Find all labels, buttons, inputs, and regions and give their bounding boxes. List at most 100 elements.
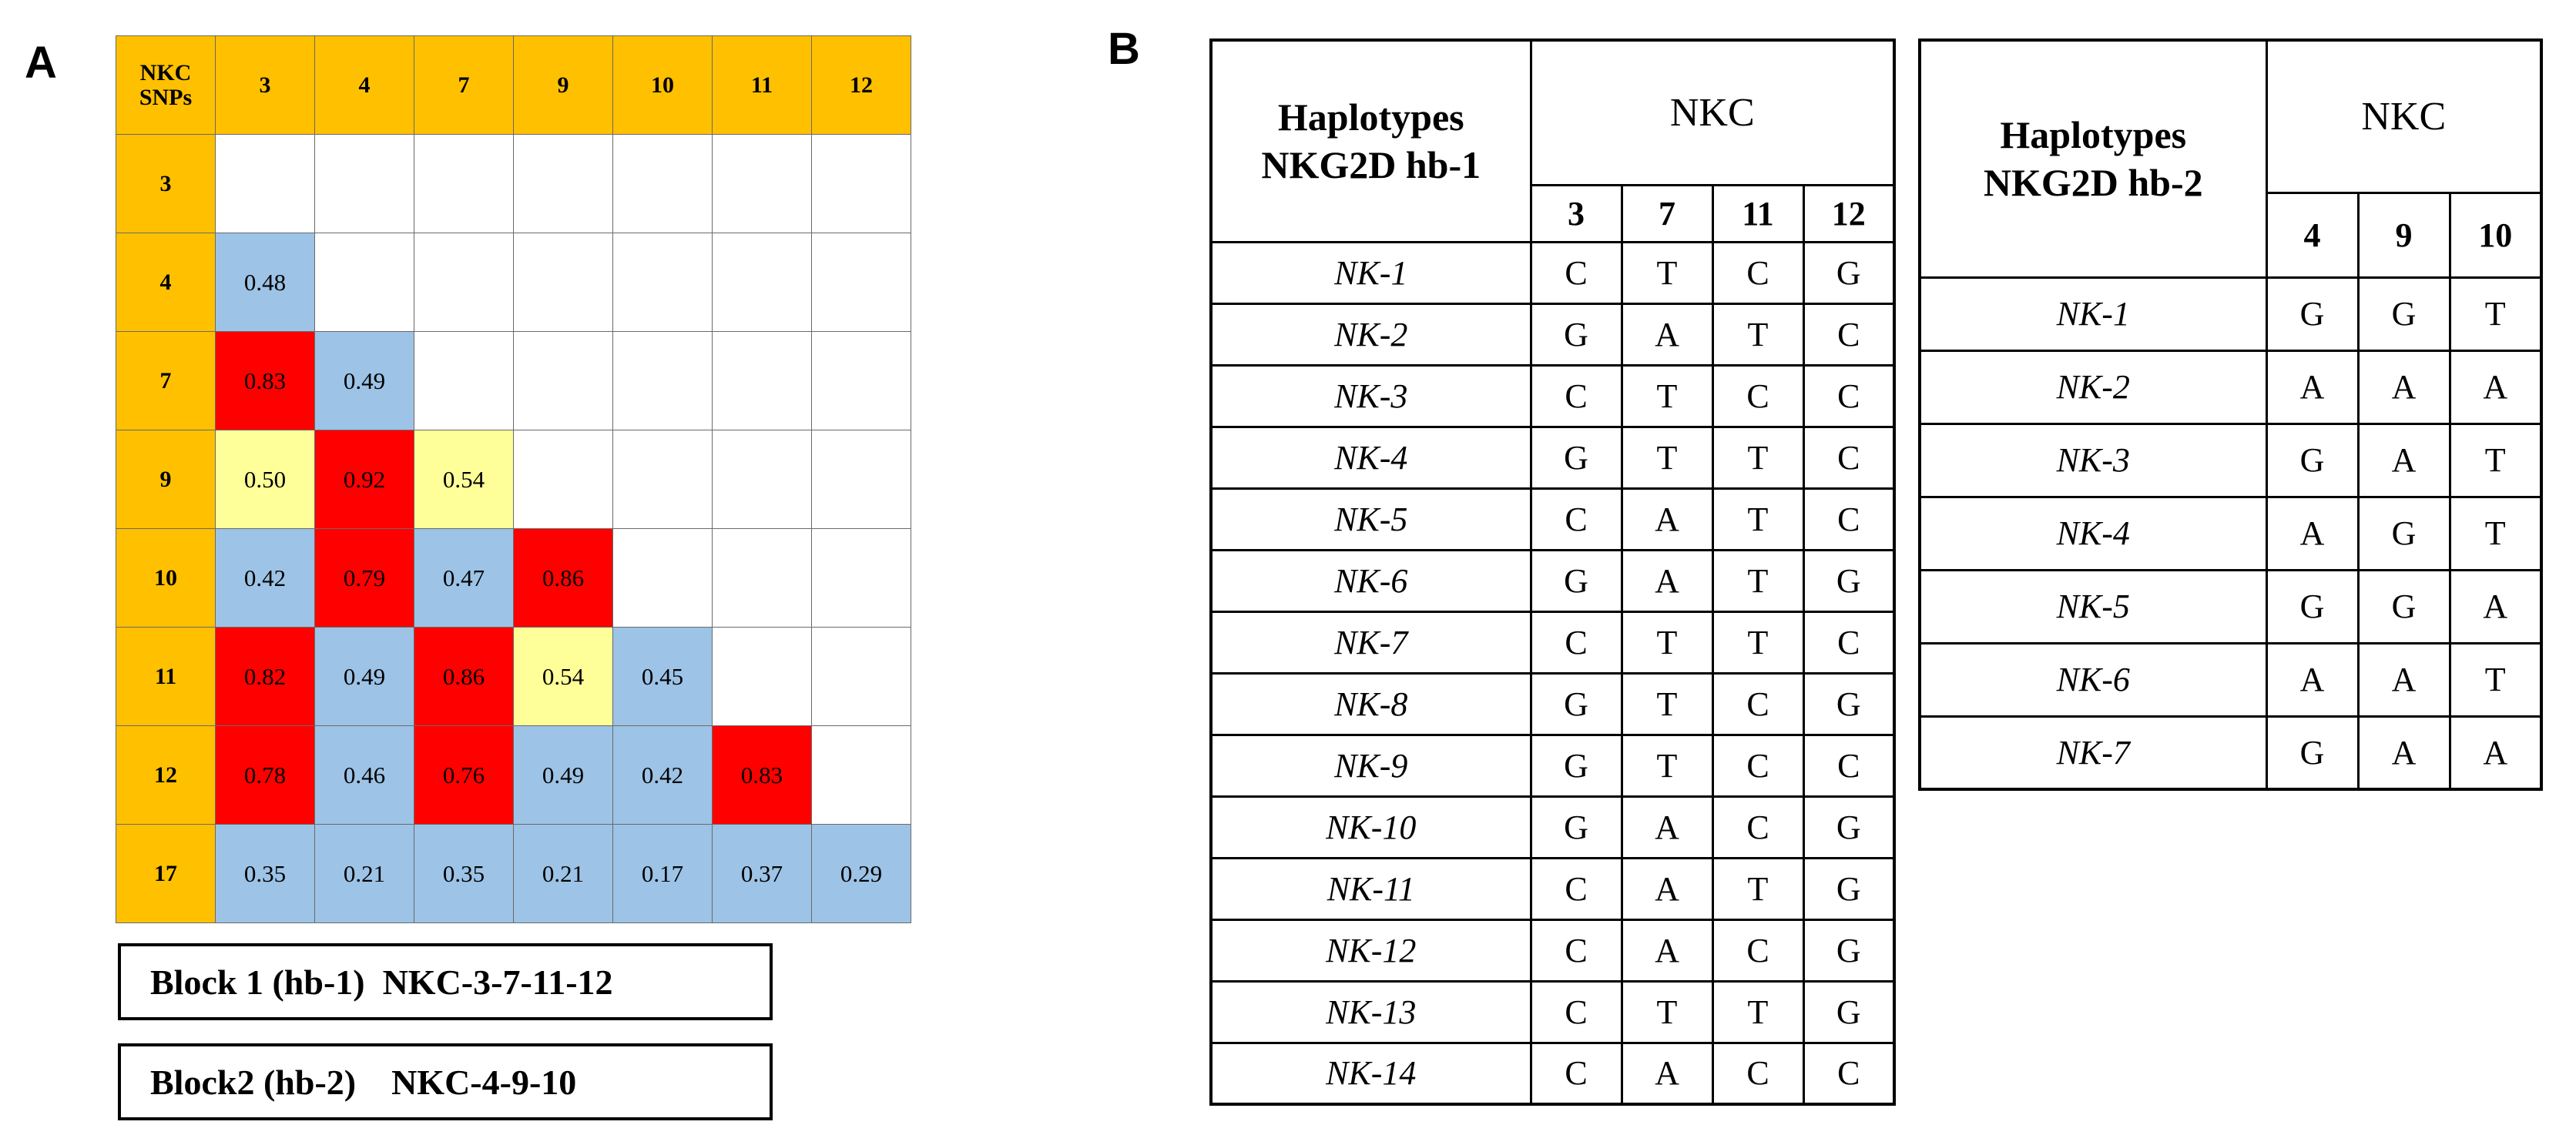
ld-cell-7-11 bbox=[712, 331, 812, 430]
hb2-allele-cell: A bbox=[2448, 568, 2543, 644]
hb1-allele-cell: C bbox=[1711, 918, 1805, 983]
ld-cell-3-12 bbox=[811, 134, 911, 233]
hb2-allele-cell: A bbox=[2265, 349, 2360, 425]
hb2-allele-cell: G bbox=[2356, 276, 2451, 352]
ld-cell-12-7: 0.76 bbox=[414, 725, 514, 825]
ld-cell-3-11 bbox=[712, 134, 812, 233]
ld-cell-4-12 bbox=[811, 233, 911, 332]
hb1-allele-cell: C bbox=[1802, 487, 1896, 551]
ld-row-header-3: 3 bbox=[116, 134, 216, 233]
hb1-allele-cell: C bbox=[1802, 363, 1896, 428]
hb2-header-row-1: Haplotypes NKG2D hb-2 NKC bbox=[1918, 39, 2543, 279]
hb1-allele-cell: C bbox=[1711, 363, 1805, 428]
hb1-allele-cell: T bbox=[1620, 979, 1714, 1044]
hb1-allele-cell: C bbox=[1529, 1041, 1623, 1106]
ld-cell-9-10 bbox=[612, 430, 713, 529]
ld-cell-4-9 bbox=[513, 233, 613, 332]
hb1-allele-cell: G bbox=[1529, 671, 1623, 736]
hb1-allele-cell: G bbox=[1802, 979, 1896, 1044]
ld-cell-12-10: 0.42 bbox=[612, 725, 713, 825]
hb2-col-header-10: 10 bbox=[2448, 191, 2543, 279]
hb1-allele-cell: T bbox=[1620, 240, 1714, 305]
hb1-allele-cell: T bbox=[1711, 548, 1805, 613]
hb2-row: NK-4 A G T bbox=[1918, 495, 2543, 571]
ld-row-3: 3 bbox=[116, 134, 911, 233]
hb2-allele-cell: T bbox=[2448, 276, 2543, 352]
corner-line-2: SNPs bbox=[139, 84, 193, 110]
hb1-allele-cell: A bbox=[1620, 918, 1714, 983]
ld-cell-12-9: 0.49 bbox=[513, 725, 613, 825]
hb1-row: NK-10 G A C G bbox=[1209, 795, 1896, 859]
block-1-label: Block 1 (hb-1) NKC-3-7-11-12 bbox=[118, 943, 773, 1020]
hb1-allele-cell: C bbox=[1802, 425, 1896, 490]
hb2-allele-cell: G bbox=[2356, 495, 2451, 571]
ld-cell-10-12 bbox=[811, 528, 911, 628]
hb1-row: NK-14 C A C C bbox=[1209, 1041, 1896, 1106]
corner-line-1: NKC bbox=[139, 60, 192, 85]
block-2-label: Block2 (hb-2) NKC-4-9-10 bbox=[118, 1043, 773, 1120]
ld-cell-17-7: 0.35 bbox=[414, 824, 514, 923]
hb1-allele-cell: T bbox=[1620, 733, 1714, 798]
hb1-allele-cell: C bbox=[1711, 733, 1805, 798]
hb1-row: NK-8 G T C G bbox=[1209, 671, 1896, 736]
ld-cell-10-4: 0.79 bbox=[314, 528, 414, 628]
ld-cell-11-9: 0.54 bbox=[513, 627, 613, 726]
hb1-allele-cell: C bbox=[1529, 240, 1623, 305]
ld-cell-7-12 bbox=[811, 331, 911, 430]
ld-cell-17-9: 0.21 bbox=[513, 824, 613, 923]
ld-col-header-9: 9 bbox=[513, 35, 613, 135]
hb1-row: NK-9 G T C C bbox=[1209, 733, 1896, 798]
hb1-allele-cell: T bbox=[1711, 610, 1805, 675]
hb1-row: NK-11 C A T G bbox=[1209, 856, 1896, 921]
ld-row-11: 11 0.82 0.49 0.86 0.54 0.45 bbox=[116, 627, 911, 726]
ld-row-7: 7 0.83 0.49 bbox=[116, 331, 911, 430]
ld-row-header-7: 7 bbox=[116, 331, 216, 430]
hb1-allele-cell: G bbox=[1529, 795, 1623, 859]
ld-row-header-10: 10 bbox=[116, 528, 216, 628]
hb1-allele-cell: C bbox=[1529, 979, 1623, 1044]
hb1-allele-cell: A bbox=[1620, 548, 1714, 613]
hb1-haplotype-name: NK-5 bbox=[1209, 487, 1532, 551]
panel-b-label: B bbox=[1108, 24, 1140, 74]
hb1-allele-cell: T bbox=[1711, 856, 1805, 921]
ld-cell-11-11 bbox=[712, 627, 812, 726]
ld-row-header-12: 12 bbox=[116, 725, 216, 825]
ld-col-header-3: 3 bbox=[215, 35, 315, 135]
ld-cell-11-10: 0.45 bbox=[612, 627, 713, 726]
hb1-haplotype-name: NK-1 bbox=[1209, 240, 1532, 305]
hb1-haplotype-name: NK-10 bbox=[1209, 795, 1532, 859]
hb2-allele-cell: G bbox=[2265, 715, 2360, 791]
ld-row-header-17: 17 bbox=[116, 824, 216, 923]
ld-cell-10-10 bbox=[612, 528, 713, 628]
panel-a-label: A bbox=[25, 38, 57, 88]
hb1-allele-cell: C bbox=[1711, 671, 1805, 736]
ld-col-header-12: 12 bbox=[811, 35, 911, 135]
hb1-allele-cell: C bbox=[1529, 856, 1623, 921]
hb1-header-row-2: 3 7 11 12 bbox=[1211, 183, 1896, 243]
hb1-group-header: NKC bbox=[1529, 39, 1896, 186]
hb1-allele-cell: G bbox=[1529, 733, 1623, 798]
hb2-haplotype-name: NK-2 bbox=[1918, 349, 2268, 425]
ld-cell-4-11 bbox=[712, 233, 812, 332]
hb1-header-row-1: Haplotypes NKG2D hb-1 NKC bbox=[1209, 39, 1896, 243]
hb1-allele-cell: G bbox=[1802, 240, 1896, 305]
ld-cell-12-11: 0.83 bbox=[712, 725, 812, 825]
ld-cell-10-9: 0.86 bbox=[513, 528, 613, 628]
hb1-col-header-7: 7 bbox=[1620, 183, 1714, 243]
hb1-allele-cell: G bbox=[1802, 795, 1896, 859]
hb1-allele-cell: T bbox=[1711, 487, 1805, 551]
ld-col-header-10: 10 bbox=[612, 35, 713, 135]
ld-row-4: 4 0.48 bbox=[116, 233, 911, 332]
hb2-col-header-9: 9 bbox=[2356, 191, 2451, 279]
hb2-row: NK-6 A A T bbox=[1918, 641, 2543, 718]
hb2-haplotype-name: NK-3 bbox=[1918, 422, 2268, 498]
hb1-row: NK-4 G T T C bbox=[1209, 425, 1896, 490]
hb2-title-line-1: Haplotypes bbox=[2000, 112, 2187, 156]
hb2-allele-cell: G bbox=[2265, 422, 2360, 498]
hb1-allele-cell: G bbox=[1802, 856, 1896, 921]
hb1-row: NK-12 C A C G bbox=[1209, 918, 1896, 983]
hb1-allele-cell: A bbox=[1620, 487, 1714, 551]
hb1-allele-cell: C bbox=[1802, 302, 1896, 367]
hb1-title-line-2: NKG2D hb-1 bbox=[1261, 143, 1481, 187]
ld-cell-7-4: 0.49 bbox=[314, 331, 414, 430]
